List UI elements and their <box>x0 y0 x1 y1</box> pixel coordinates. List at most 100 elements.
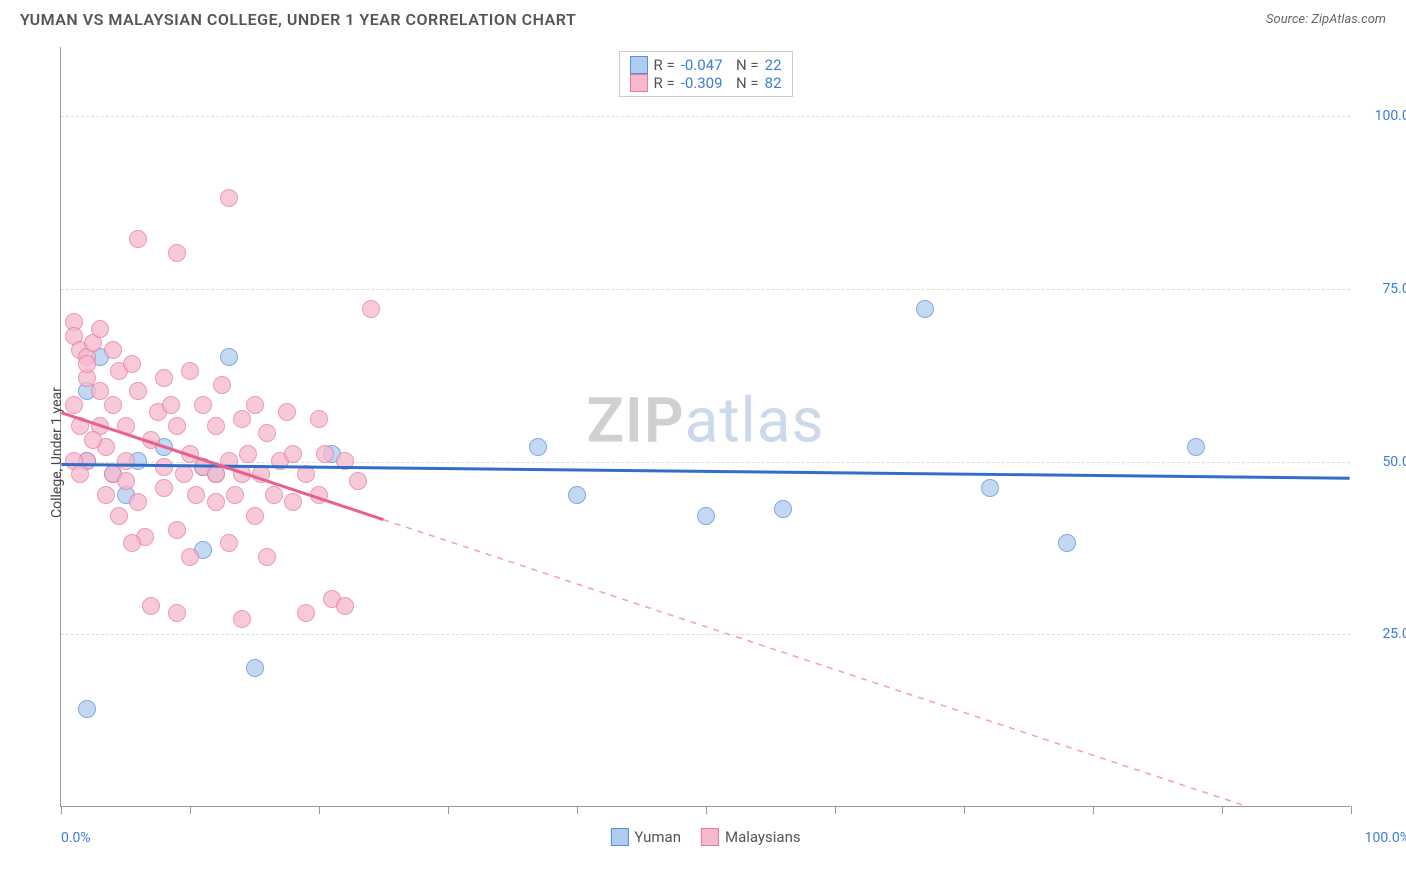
legend-n-value: 82 <box>765 74 782 92</box>
x-tick <box>577 806 578 814</box>
malaysians-point <box>336 452 354 470</box>
y-tick-label: 75.0% <box>1360 281 1406 297</box>
x-tick <box>835 806 836 814</box>
malaysians-point <box>246 396 264 414</box>
legend-n-label: N = <box>729 74 759 92</box>
malaysians-point <box>168 604 186 622</box>
malaysians-point <box>110 507 128 525</box>
malaysians-point <box>265 486 283 504</box>
x-tick <box>190 806 191 814</box>
malaysians-point <box>97 486 115 504</box>
malaysians-point <box>117 417 135 435</box>
malaysians-point <box>220 189 238 207</box>
y-tick-label: 100.0% <box>1360 108 1406 124</box>
malaysians-point <box>233 410 251 428</box>
malaysians-point <box>71 465 89 483</box>
malaysians-point <box>278 403 296 421</box>
legend-series: Yuman Malaysians <box>610 828 800 846</box>
chart-title: YUMAN VS MALAYSIAN COLLEGE, UNDER 1 YEAR… <box>20 10 576 29</box>
malaysians-point <box>71 417 89 435</box>
malaysians-point <box>233 610 251 628</box>
malaysians-point <box>117 452 135 470</box>
malaysians-point <box>246 507 264 525</box>
malaysians-point <box>155 458 173 476</box>
y-axis-title: College, Under 1 year <box>49 387 65 518</box>
legend-swatch <box>629 74 647 92</box>
yuman-point <box>916 300 934 318</box>
x-tick <box>1351 806 1352 814</box>
legend-n-value: 22 <box>765 56 782 74</box>
watermark-bold: ZIP <box>587 384 685 457</box>
malaysians-point <box>297 465 315 483</box>
legend-row-yuman: R = -0.047 N = 22 <box>629 56 781 74</box>
malaysians-point <box>104 341 122 359</box>
watermark: ZIPatlas <box>587 384 825 457</box>
malaysians-point <box>91 320 109 338</box>
malaysians-point <box>207 465 225 483</box>
x-tick <box>706 806 707 814</box>
malaysians-point <box>181 548 199 566</box>
x-tick <box>319 806 320 814</box>
trend-lines <box>61 47 1350 806</box>
malaysians-point <box>239 445 257 463</box>
malaysians-point <box>258 548 276 566</box>
yuman-point <box>568 486 586 504</box>
yuman-point <box>220 348 238 366</box>
gridline <box>61 634 1350 635</box>
chart-source: Source: ZipAtlas.com <box>1266 12 1386 27</box>
legend-r-value: -0.047 <box>681 56 723 74</box>
malaysians-point <box>117 472 135 490</box>
legend-item: Malaysians <box>701 828 801 846</box>
malaysians-point <box>129 382 147 400</box>
chart-header: YUMAN VS MALAYSIAN COLLEGE, UNDER 1 YEAR… <box>0 0 1406 37</box>
malaysians-point <box>104 396 122 414</box>
malaysians-point <box>252 465 270 483</box>
malaysians-point <box>233 465 251 483</box>
x-axis-min-label: 0.0% <box>61 830 91 846</box>
legend-item: Yuman <box>610 828 681 846</box>
malaysians-point <box>129 493 147 511</box>
malaysians-point <box>336 597 354 615</box>
gridline <box>61 116 1350 117</box>
y-tick-label: 50.0% <box>1360 454 1406 470</box>
yuman-point <box>1058 534 1076 552</box>
malaysians-point <box>187 486 205 504</box>
x-tick <box>448 806 449 814</box>
legend-r-label: R = <box>653 56 674 74</box>
gridline <box>61 462 1350 463</box>
malaysians-point <box>207 493 225 511</box>
malaysians-point <box>194 396 212 414</box>
malaysians-point <box>310 410 328 428</box>
malaysians-point <box>316 445 334 463</box>
yuman-point <box>78 700 96 718</box>
malaysians-point <box>207 417 225 435</box>
malaysians-point <box>226 486 244 504</box>
malaysians-point <box>220 534 238 552</box>
malaysians-point <box>123 355 141 373</box>
malaysians-point <box>168 244 186 262</box>
malaysians-point <box>155 479 173 497</box>
malaysians-point <box>84 431 102 449</box>
x-tick <box>1093 806 1094 814</box>
x-axis-max-label: 100.0% <box>1365 830 1406 846</box>
yuman-point <box>1187 438 1205 456</box>
plot-area: ZIPatlas R = -0.047 N = 22R = -0.309 N =… <box>60 47 1350 807</box>
legend-r-label: R = <box>653 74 674 92</box>
malaysians-point <box>129 230 147 248</box>
legend-r-value: -0.309 <box>681 74 723 92</box>
legend-label: Malaysians <box>725 828 801 846</box>
malaysians-point <box>123 534 141 552</box>
malaysians-point <box>78 355 96 373</box>
legend-row-malaysians: R = -0.309 N = 82 <box>629 74 781 92</box>
x-tick <box>964 806 965 814</box>
yuman-point <box>529 438 547 456</box>
malaysians-point <box>168 417 186 435</box>
watermark-light: atlas <box>685 384 825 457</box>
legend-swatch <box>610 828 628 846</box>
malaysians-point <box>155 369 173 387</box>
malaysians-point <box>162 396 180 414</box>
x-tick <box>1222 806 1223 814</box>
legend-swatch <box>701 828 719 846</box>
malaysians-point <box>213 376 231 394</box>
malaysians-point <box>175 465 193 483</box>
